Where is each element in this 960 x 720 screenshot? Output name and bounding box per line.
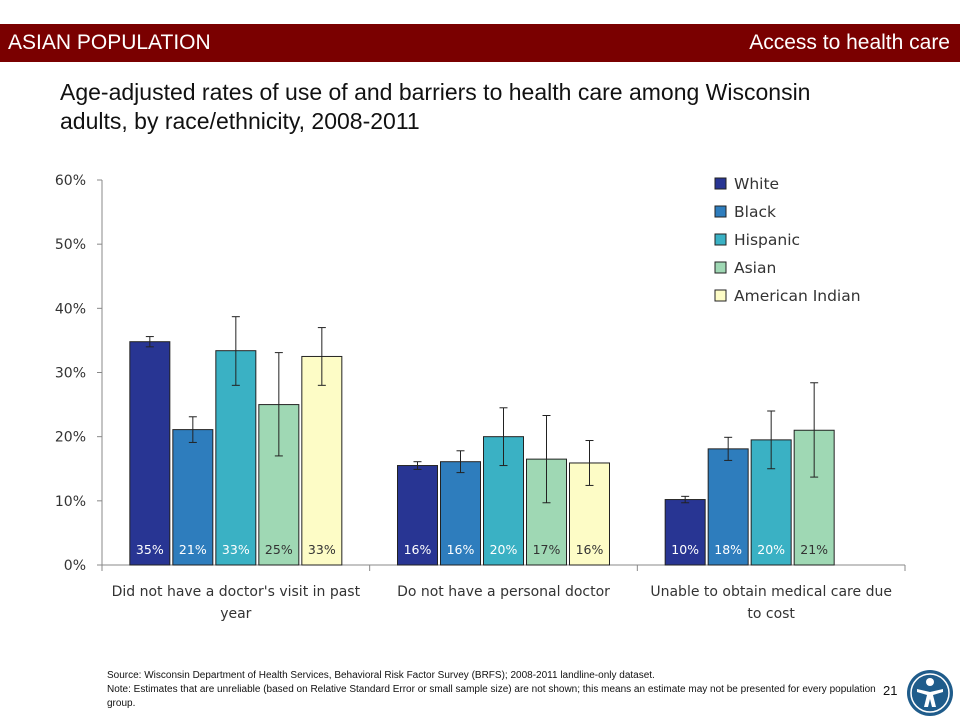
data-label: 10%: [671, 542, 699, 557]
category-label: Do not have a personal doctor: [397, 584, 610, 600]
y-tick-label: 0%: [64, 558, 86, 574]
legend-label: Black: [734, 203, 776, 221]
category-label: to cost: [747, 606, 795, 622]
legend-swatch: [715, 262, 726, 273]
data-label: 20%: [757, 542, 785, 557]
legend-swatch: [715, 234, 726, 245]
y-tick-label: 30%: [55, 366, 86, 382]
category-label: year: [220, 606, 251, 622]
data-label: 25%: [265, 542, 293, 557]
legend-swatch: [715, 206, 726, 217]
chart-title: Age-adjusted rates of use of and barrier…: [60, 78, 880, 136]
data-label: 21%: [179, 542, 207, 557]
reliability-note: Note: Estimates that are unreliable (bas…: [107, 683, 877, 711]
section-label: ASIAN POPULATION: [8, 31, 211, 55]
category-label: Did not have a doctor's visit in past: [112, 584, 361, 600]
data-label: 17%: [533, 542, 561, 557]
footnote: Source: Wisconsin Department of Health S…: [107, 669, 877, 711]
topic-label: Access to health care: [749, 31, 950, 55]
y-tick-label: 50%: [55, 237, 86, 253]
category-label: Unable to obtain medical care due: [650, 584, 892, 600]
data-label: 33%: [222, 542, 250, 557]
data-label: 35%: [136, 542, 164, 557]
data-label: 21%: [800, 542, 828, 557]
y-tick-label: 10%: [55, 494, 86, 510]
legend-label: American Indian: [734, 287, 861, 305]
y-tick-label: 60%: [55, 173, 86, 189]
legend-swatch: [715, 178, 726, 189]
data-label: 16%: [447, 542, 475, 557]
data-label: 18%: [714, 542, 742, 557]
header-banner: ASIAN POPULATION Access to health care: [0, 24, 960, 62]
data-label: 20%: [490, 542, 518, 557]
bar: [130, 342, 170, 565]
y-tick-label: 40%: [55, 301, 86, 317]
y-tick-label: 20%: [55, 430, 86, 446]
bar: [302, 356, 342, 565]
legend-label: White: [734, 175, 779, 193]
bar-chart: 0% 10% 20% 30% 40% 50% 60% 35% 21% 33% 25% 33% Did n…: [0, 160, 960, 665]
data-label: 16%: [404, 542, 432, 557]
data-label: 16%: [576, 542, 604, 557]
source-note: Source: Wisconsin Department of Health S…: [107, 669, 877, 683]
page-number: 21: [883, 683, 897, 698]
legend-label: Asian: [734, 259, 776, 277]
person-figure-logo-icon: [905, 668, 955, 718]
data-label: 33%: [308, 542, 336, 557]
legend-swatch: [715, 290, 726, 301]
legend-label: Hispanic: [734, 231, 800, 249]
